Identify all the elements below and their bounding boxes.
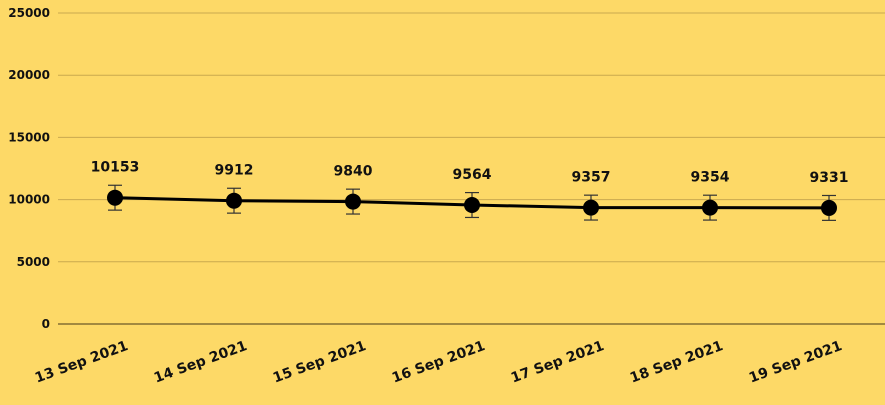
y-tick-label: 10000 — [8, 193, 50, 207]
x-tick-label: 19 Sep 2021 — [747, 338, 844, 386]
data-points — [107, 189, 837, 216]
x-tick-label: 16 Sep 2021 — [390, 338, 487, 386]
x-tick-label: 13 Sep 2021 — [33, 338, 130, 386]
data-label: 9564 — [453, 167, 492, 183]
y-tick-label: 5000 — [17, 255, 50, 269]
gridlines — [58, 12, 885, 263]
data-label: 9840 — [334, 164, 373, 180]
y-axis-tick-labels: 0 5000 10000 15000 20000 25000 — [8, 6, 50, 331]
data-point — [821, 199, 837, 216]
data-point — [583, 199, 599, 216]
x-axis-tick-labels: 13 Sep 2021 14 Sep 2021 15 Sep 2021 16 Sep … — [33, 338, 844, 386]
data-label: 9912 — [215, 163, 254, 179]
data-point — [345, 193, 361, 210]
data-label: 9357 — [572, 170, 611, 186]
data-label: 10153 — [91, 160, 140, 176]
x-tick-label: 14 Sep 2021 — [152, 338, 249, 386]
y-tick-label: 15000 — [8, 130, 50, 144]
data-point — [464, 197, 480, 214]
x-tick-label: 17 Sep 2021 — [509, 338, 606, 386]
data-labels: 10153 9912 9840 9564 9357 9354 9331 — [91, 160, 849, 186]
data-point — [702, 199, 718, 216]
data-label: 9354 — [691, 170, 730, 186]
data-point — [226, 192, 242, 209]
y-tick-label: 20000 — [8, 68, 50, 82]
x-tick-label: 18 Sep 2021 — [628, 338, 725, 386]
y-tick-label: 25000 — [8, 6, 50, 20]
y-tick-label: 0 — [42, 317, 50, 331]
data-label: 9331 — [810, 170, 849, 186]
x-tick-label: 15 Sep 2021 — [271, 338, 368, 386]
data-point — [107, 189, 123, 206]
